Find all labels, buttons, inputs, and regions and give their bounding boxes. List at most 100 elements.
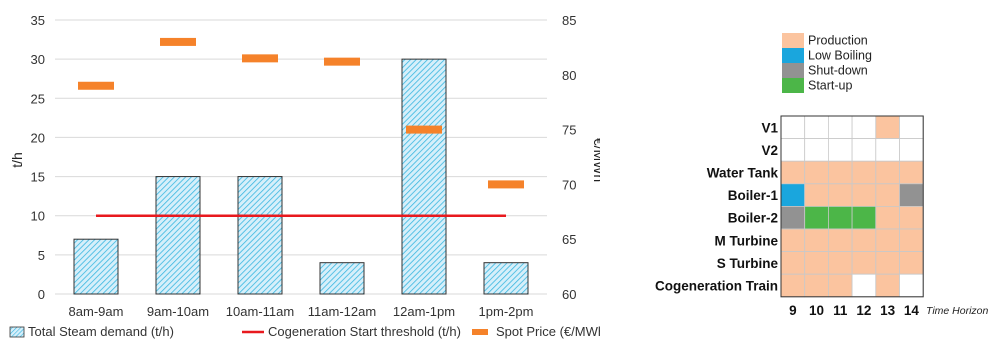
schedule-legend-label: Shut-down [808,64,868,78]
legend-swatch-bar [9,326,25,338]
y-tick-label: 0 [38,287,45,302]
schedule-cell [804,205,829,230]
schedule-row-label: Boiler-1 [728,188,779,203]
y-right-tick-label: 80 [562,68,576,83]
schedule-legend-label: Low Boiling [808,49,872,63]
schedule-cell [899,273,924,298]
schedule-legend-label: Production [808,34,868,48]
schedule-cell [875,228,900,253]
schedule-cell [899,228,924,253]
schedule-row-label: Water Tank [707,166,779,181]
schedule-cell [828,115,853,140]
schedule-column-label: 9 [789,303,797,318]
y-tick-label: 20 [31,130,45,145]
bar [73,238,119,295]
steam-demand-chart: 0 5 10 15 20 25 30 35 60 65 70 75 80 85 8am-9am 9am-10a… [9,13,600,339]
schedule-row-label: M Turbine [715,233,779,248]
schedule-column-label: 10 [809,303,824,318]
schedule-cell [899,160,924,185]
schedule-column-label: 11 [833,303,848,318]
x-tick-label: 12am-1pm [393,304,455,319]
schedule-legend-swatch [782,33,804,48]
schedule-cell [851,138,877,162]
schedule-row-label: Boiler-2 [728,211,778,226]
schedule-row-label: V2 [761,143,778,158]
bar [237,176,283,295]
time-horizon-label: Time Horizon [926,305,988,317]
x-tick-label: 10am-11am [226,304,294,319]
schedule-cell [780,115,806,140]
y-right-tick-label: 65 [562,232,576,247]
bar [319,262,365,295]
price-marker [406,125,442,134]
price-marker [160,37,196,46]
schedule-cell [780,251,806,275]
x-tick-label: 8am-9am [69,304,124,319]
y-tick-label: 30 [31,52,45,67]
bar [483,262,529,295]
schedule-cell [780,273,806,298]
schedule-cell [828,228,853,253]
bar [155,176,201,295]
y-right-tick-label: 75 [562,123,576,138]
schedule-cell [780,205,806,230]
y-right-tick-label: 85 [562,13,576,28]
schedule-cell [804,115,829,140]
schedule-cell [780,183,806,207]
schedule-cell [851,273,877,298]
schedule-legend-label: Start-up [808,79,853,93]
legend-label: Total Steam demand (t/h) [28,324,174,339]
schedule-cell [875,115,900,140]
schedule-cell [875,273,900,298]
schedule-cell [875,251,900,275]
schedule-cell [851,183,877,207]
axis-ticks: 0 5 10 15 20 25 30 35 60 65 70 75 80 85 8am-9am 9am-10a… [31,13,577,319]
schedule-column-label: 13 [880,303,896,318]
schedule-cell [804,228,829,253]
chart-legend: Total Steam demand (t/h) Cogeneration Sta… [9,324,600,339]
schedule-cell [828,183,853,207]
spot-price-series [78,37,524,189]
price-marker [324,57,360,66]
schedule-cell [828,251,853,275]
schedule-cell [828,160,853,185]
schedule-row-label: S Turbine [717,256,779,271]
y-tick-label: 25 [31,91,45,106]
schedule-cell [899,183,924,207]
y-right-tick-label: 60 [562,287,576,302]
y-tick-label: 35 [31,13,45,28]
schedule-cell [804,273,829,298]
x-tick-label: 9am-10am [147,304,209,319]
schedule-cell [851,115,877,140]
y-axis-right-label: €/MWh [591,138,600,182]
schedule-column-labels: 9 10 11 12 13 14 [789,303,919,318]
y-tick-label: 5 [38,248,45,263]
schedule-grid [780,115,924,298]
price-marker [78,81,114,90]
schedule-row-label: Cogeneration Train [655,279,778,294]
schedule-cell [899,115,924,140]
price-marker [242,54,278,63]
schedule-cell [804,138,829,162]
schedule-cell [828,138,853,162]
schedule-border [780,115,924,298]
schedule-cell [875,160,900,185]
schedule-cell [851,251,877,275]
schedule-cell [899,138,924,162]
x-tick-label: 1pm-2pm [479,304,534,319]
schedule-legend-swatch [782,48,804,63]
schedule-legend-swatch [782,63,804,78]
schedule-cell [828,273,853,298]
schedule-cell [851,160,877,185]
y-right-tick-label: 70 [562,177,576,192]
schedule-cell [804,160,829,185]
schedule-cell [851,205,877,230]
schedule-legend-swatch [782,78,804,93]
y-tick-label: 10 [31,209,45,224]
schedule-row-labels: V1 V2 Water Tank Boiler-1 Boiler-2 M Turbine S… [655,120,779,293]
schedule-row-label: V1 [761,120,778,135]
price-marker [488,180,524,189]
schedule-cell [780,228,806,253]
